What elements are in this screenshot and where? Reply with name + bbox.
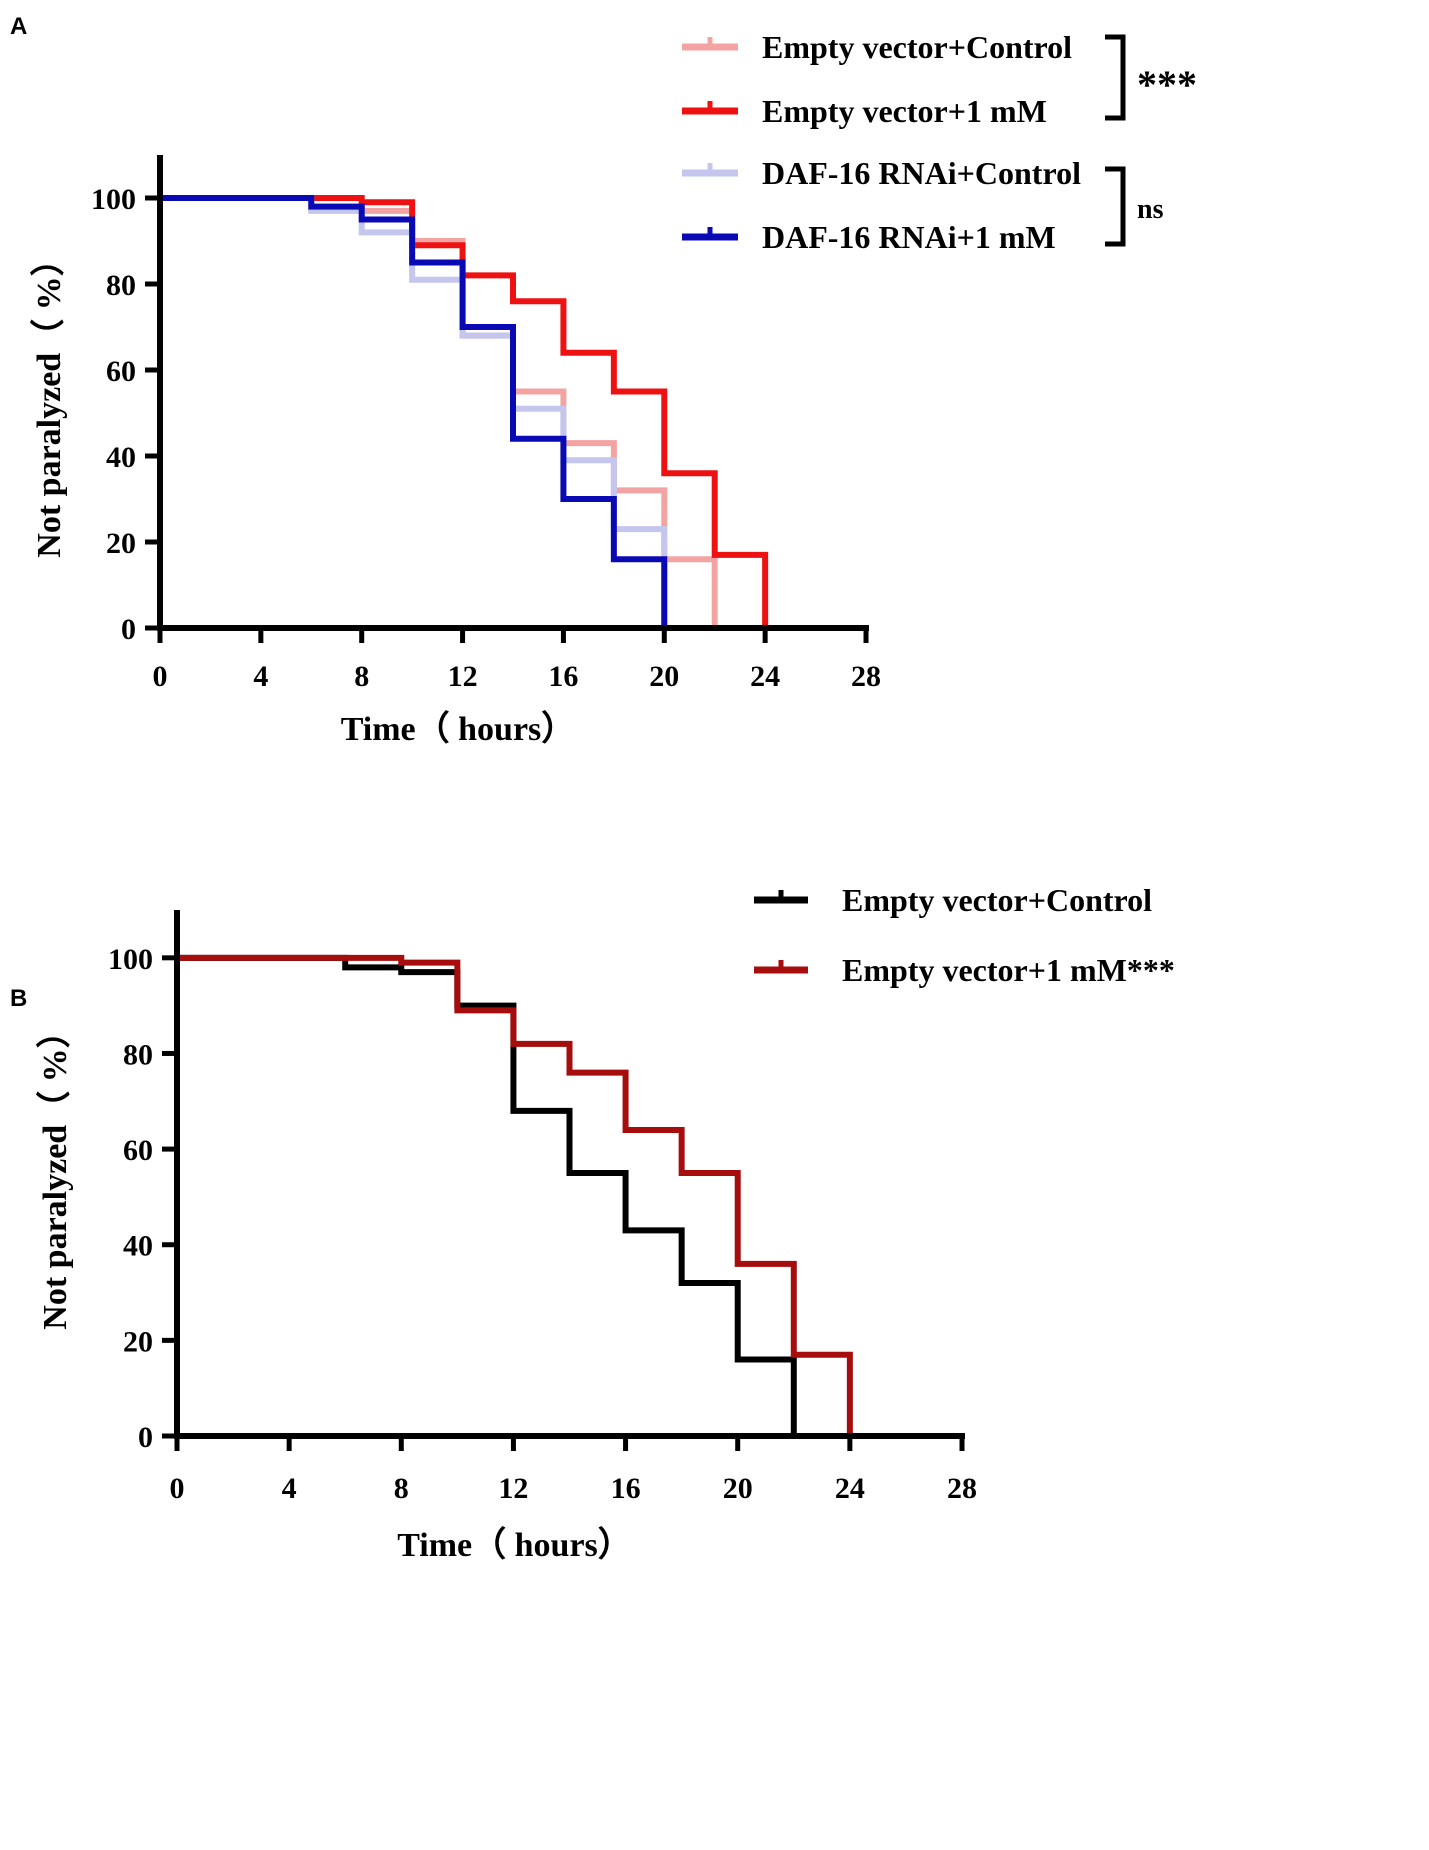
y-tick-label: 80 xyxy=(106,269,136,302)
y-tick-label: 40 xyxy=(106,441,136,474)
legend-label: DAF-16 RNAi+Control xyxy=(762,155,1081,191)
x-tick-label: 0 xyxy=(153,660,168,693)
x-axis-title: Time（ hours） xyxy=(397,1525,632,1564)
x-tick-label: 28 xyxy=(851,660,881,693)
y-tick-label: 20 xyxy=(106,527,136,560)
x-tick-label: 16 xyxy=(548,660,578,693)
x-tick-label: 0 xyxy=(170,1472,185,1505)
x-tick-label: 24 xyxy=(750,660,780,693)
legend-label: Empty vector+Control xyxy=(762,29,1072,65)
series-line-4 xyxy=(160,195,668,628)
y-tick-label: 0 xyxy=(121,613,136,646)
legend-label: Empty vector+1 mM xyxy=(762,93,1047,129)
significance-bracket xyxy=(1105,166,1126,247)
legend-label: Empty vector+1 mM*** xyxy=(842,952,1175,988)
y-tick-label: 60 xyxy=(106,355,136,388)
x-axis-title: Time（ hours） xyxy=(341,709,576,748)
y-tick-label: 80 xyxy=(123,1038,153,1071)
series-line-2 xyxy=(160,195,769,628)
x-tick-label: 4 xyxy=(282,1472,297,1505)
legend-label: DAF-16 RNAi+1 mM xyxy=(762,219,1056,255)
x-tick-label: 28 xyxy=(947,1472,977,1505)
chart-panel-a: 0 4 8 12 16 20 24 28 0 20 40 60 80 100 Time（ hours） Not… xyxy=(29,29,1197,748)
y-axis-title: Not paralyzed（ %） xyxy=(29,242,68,557)
panel-letter-a: A xyxy=(10,13,27,40)
series-line-3 xyxy=(160,195,668,628)
series-line-1 xyxy=(177,954,797,1436)
y-tick-label: 20 xyxy=(123,1325,153,1358)
x-tick-label: 4 xyxy=(253,660,268,693)
significance-label: *** xyxy=(1137,62,1197,107)
series-line-2 xyxy=(177,954,853,1436)
x-tick-label: 8 xyxy=(354,660,369,693)
panel-letter-b: B xyxy=(10,985,27,1012)
x-tick-label: 12 xyxy=(498,1472,528,1505)
legend-label: Empty vector+Control xyxy=(842,882,1152,918)
y-tick-label: 40 xyxy=(123,1230,153,1263)
y-tick-label: 60 xyxy=(123,1134,153,1167)
significance-bracket xyxy=(1105,34,1126,121)
y-tick-label: 100 xyxy=(108,943,153,976)
x-tick-label: 20 xyxy=(723,1472,753,1505)
significance-label: ns xyxy=(1137,194,1164,225)
y-tick-label: 0 xyxy=(138,1421,153,1454)
x-tick-label: 24 xyxy=(835,1472,865,1505)
x-tick-label: 12 xyxy=(448,660,478,693)
y-tick-label: 100 xyxy=(91,183,136,216)
x-tick-label: 16 xyxy=(611,1472,641,1505)
x-tick-label: 20 xyxy=(649,660,679,693)
x-tick-label: 8 xyxy=(394,1472,409,1505)
y-axis-title: Not paralyzed（ %） xyxy=(35,1014,74,1329)
chart-panel-b: 0 4 8 12 16 20 24 28 0 20 40 60 80 100 Time（ hours） Not… xyxy=(35,882,1175,1564)
